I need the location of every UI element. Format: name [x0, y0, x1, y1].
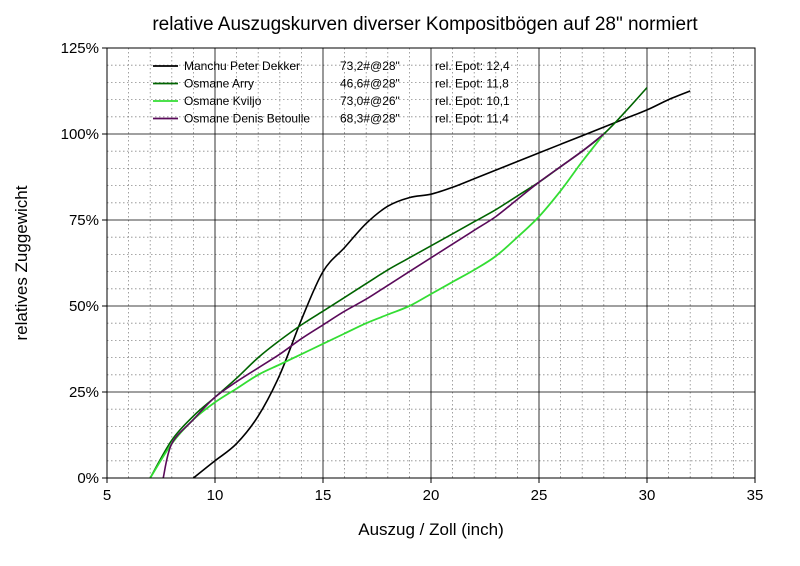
- x-tick-label: 20: [423, 487, 440, 504]
- legend-series-name: Osmane Arry: [184, 77, 254, 91]
- x-tick-label: 35: [747, 487, 764, 504]
- y-tick-label: 75%: [69, 212, 99, 229]
- series-line-2: [149, 87, 648, 479]
- legend-draw-weight: 73,0#@26": [340, 94, 400, 108]
- legend-draw-weight: 46,6#@28": [340, 77, 400, 91]
- x-tick-label: 30: [639, 487, 656, 504]
- y-tick-label: 25%: [69, 384, 99, 401]
- legend-epot: rel. Epot: 12,4: [435, 59, 510, 73]
- legend-epot: rel. Epot: 11,4: [435, 112, 509, 126]
- legend-epot: rel. Epot: 11,8: [435, 77, 509, 91]
- y-axis-label: relatives Zuggewicht: [12, 185, 31, 340]
- major-gridlines: [107, 48, 755, 478]
- y-tick-label: 125%: [61, 40, 99, 57]
- y-tick-label: 100%: [61, 126, 99, 143]
- legend: Manchu Peter Dekker 73,2#@28" rel. Epot: 1…: [153, 59, 510, 126]
- series-line-1: [192, 90, 691, 479]
- series-line-3: [149, 133, 605, 479]
- x-tick-label: 5: [103, 487, 111, 504]
- x-tick-label: 25: [531, 487, 548, 504]
- legend-epot: rel. Epot: 10,1: [435, 94, 510, 108]
- x-tick-label: 10: [207, 487, 224, 504]
- series-lines: [149, 87, 691, 479]
- legend-draw-weight: 73,2#@28": [340, 59, 400, 73]
- legend-series-name: Manchu Peter Dekker: [184, 59, 300, 73]
- legend-series-name: Osmane Kviljo: [184, 94, 262, 108]
- x-axis-label: Auszug / Zoll (inch): [358, 520, 504, 539]
- legend-draw-weight: 68,3#@28": [340, 112, 400, 126]
- x-tick-label: 15: [315, 487, 332, 504]
- y-tick-label: 50%: [69, 298, 99, 315]
- series-line-4: [162, 133, 605, 479]
- legend-series-name: Osmane Denis Betoulle: [184, 112, 310, 126]
- chart-title: relative Auszugskurven diverser Komposit…: [152, 14, 698, 35]
- y-tick-label: 0%: [77, 470, 99, 487]
- axis-ticks: 5 10 15 20 25 30 35 0% 25% 50% 75% 100% 125%: [61, 40, 764, 504]
